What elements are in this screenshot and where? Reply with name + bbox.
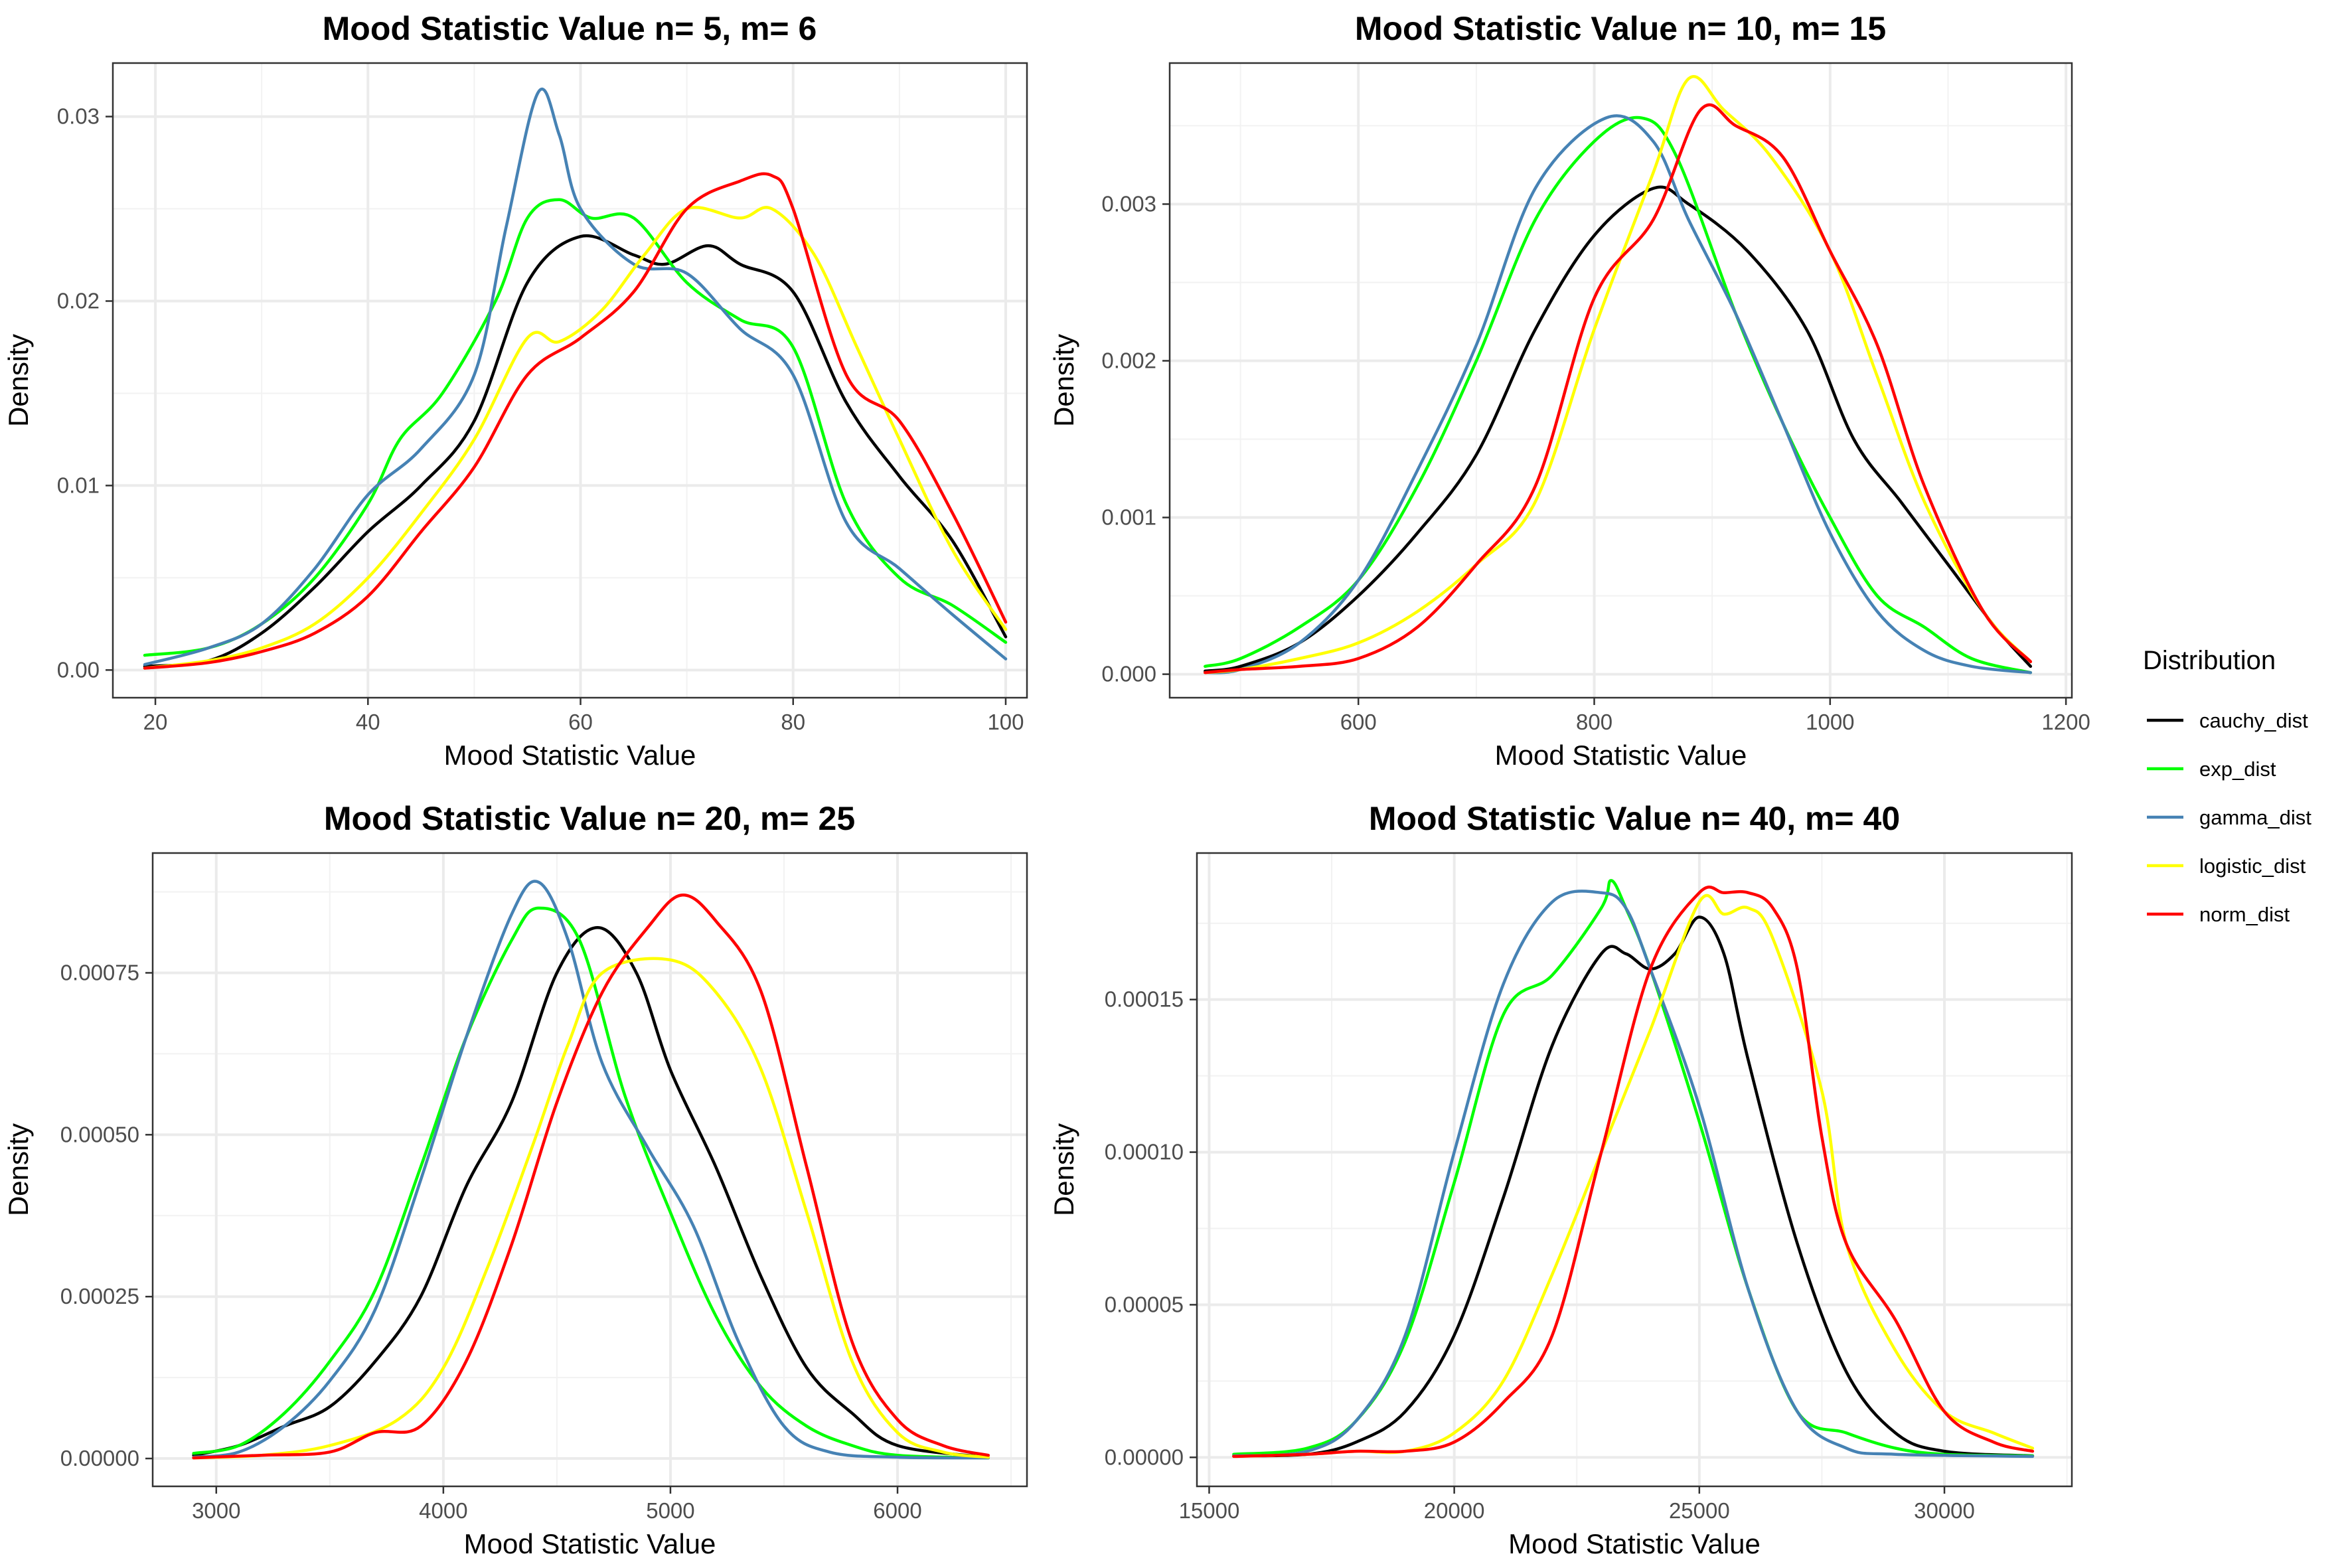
y-tick-label: 0.00 [57,657,100,682]
y-tick-label: 0.01 [57,473,100,497]
panel-border [1196,852,2073,1488]
x-tick-label: 600 [1340,710,1377,734]
legend: Distribution cauchy_dist exp_dist gamma_di… [2143,646,2312,926]
legend-item-exp-dist: exp_dist [2147,757,2276,781]
legend-item-norm-dist: norm_dist [2147,903,2290,926]
y-tick-label: 0.00050 [60,1122,139,1146]
x-tick-label: 1000 [1806,710,1854,734]
series-lines [192,880,990,1460]
density-line-cauchy-dist [192,925,990,1459]
x-tick-label: 1200 [2041,710,2090,734]
x-tick-label: 100 [987,710,1024,734]
y-tick-label: 0.00010 [1105,1140,1184,1164]
panel-border [112,62,1028,699]
x-axis-title: Mood Statistic Value [444,740,696,771]
panel-border [151,852,1028,1488]
y-tick-label: 0.00025 [60,1284,139,1308]
y-tick-label: 0.000 [1101,662,1156,686]
x-tick-label: 20 [143,710,168,734]
gridlines [113,63,1027,698]
panel-title: Mood Statistic Value n= 5, m= 6 [323,10,817,47]
legend-item-gamma-dist: gamma_dist [2147,806,2312,829]
x-tick-label: 40 [356,710,380,734]
x-tick-label: 5000 [646,1498,694,1523]
panel-2: 600 800 1000 1200 0.000 0.001 0.002 0.003 Mood S… [1048,10,2090,771]
series-lines [1232,879,2035,1458]
y-tick-label: 0.002 [1101,348,1156,372]
density-line-logistic-dist [192,957,990,1460]
x-tick-label: 80 [781,710,805,734]
gridlines [1170,63,2072,698]
density-line-norm-dist [143,172,1008,670]
x-axis-title: Mood Statistic Value [1508,1528,1761,1559]
density-line-gamma-dist [1232,890,2035,1458]
panel-title: Mood Statistic Value n= 20, m= 25 [324,800,855,837]
density-line-exp-dist [192,906,990,1460]
y-axis-title: Density [1048,334,1079,427]
gridlines [1197,853,2072,1486]
density-line-logistic-dist [143,206,1008,670]
y-tick-label: 0.003 [1101,191,1156,216]
x-tick-label: 15000 [1179,1498,1240,1523]
x-tick-label: 20000 [1424,1498,1485,1523]
x-tick-label: 3000 [192,1498,240,1523]
density-line-gamma-dist [143,87,1008,666]
x-tick-label: 25000 [1669,1498,1730,1523]
density-line-norm-dist [1204,103,2033,674]
y-tick-label: 0.00000 [1105,1445,1184,1469]
density-line-logistic-dist [1204,75,2033,674]
x-tick-label: 4000 [419,1498,467,1523]
density-line-gamma-dist [1204,114,2033,674]
panel-3: 3000 4000 5000 6000 0.00000 0.00025 0.00050 0.0… [3,800,1028,1559]
panel-title: Mood Statistic Value n= 40, m= 40 [1369,800,1900,837]
x-axis-title: Mood Statistic Value [464,1528,716,1559]
legend-item-cauchy-dist: cauchy_dist [2147,709,2308,732]
density-line-norm-dist [1232,886,2035,1458]
legend-label: exp_dist [2199,757,2276,781]
x-axis-title: Mood Statistic Value [1495,740,1747,771]
y-axis-title: Density [3,1123,34,1216]
panel-border [1168,62,2073,699]
legend-title: Distribution [2143,646,2276,675]
density-line-cauchy-dist [1204,185,2033,673]
panel-1: 20 40 60 80 100 0.00 0.01 0.02 0.03 Mood Statisti… [3,10,1028,771]
panel-title: Mood Statistic Value n= 10, m= 15 [1355,10,1886,47]
legend-label: gamma_dist [2199,806,2312,829]
legend-label: cauchy_dist [2199,709,2308,732]
x-tick-label: 60 [568,710,593,734]
density-line-cauchy-dist [143,234,1008,668]
x-tick-label: 6000 [873,1498,921,1523]
y-tick-label: 0.00015 [1105,987,1184,1012]
legend-item-logistic-dist: logistic_dist [2147,854,2306,878]
density-line-norm-dist [192,894,990,1460]
density-line-gamma-dist [192,880,990,1460]
y-tick-label: 0.02 [57,289,100,313]
y-tick-label: 0.00075 [60,960,139,984]
y-tick-label: 0.001 [1101,505,1156,530]
x-tick-label: 30000 [1914,1498,1975,1523]
y-axis-title: Density [1048,1123,1079,1216]
panel-4: 15000 20000 25000 30000 0.00000 0.00005 0.0001… [1048,800,2073,1559]
series-lines [1204,75,2033,674]
legend-label: norm_dist [2199,903,2290,926]
y-tick-label: 0.00000 [60,1446,139,1470]
legend-label: logistic_dist [2199,854,2306,878]
series-lines [143,87,1008,670]
density-line-exp-dist [1232,879,2035,1458]
y-axis-title: Density [3,334,34,427]
y-tick-label: 0.00005 [1105,1292,1184,1316]
density-line-logistic-dist [1232,894,2035,1458]
x-tick-label: 800 [1576,710,1612,734]
y-tick-label: 0.03 [57,104,100,129]
density-line-exp-dist [143,198,1008,657]
